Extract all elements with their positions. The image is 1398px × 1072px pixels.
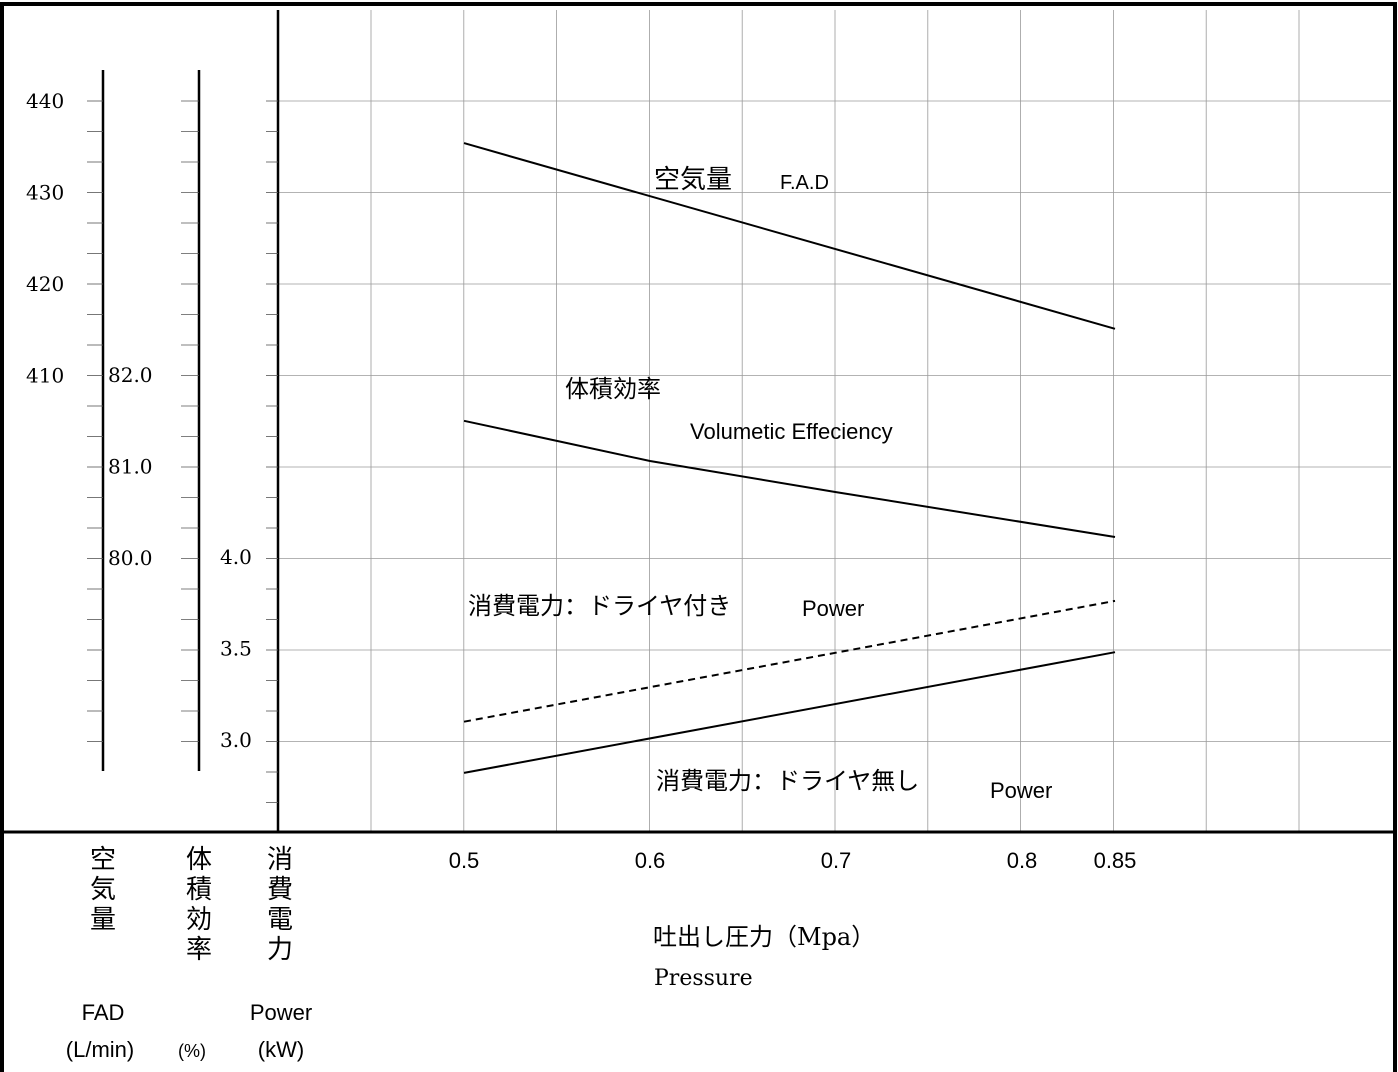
power-axis-title-char: 費 [267, 875, 293, 905]
vol-tick-label: 80.0 [108, 546, 153, 570]
x-tick-label: 0.6 [635, 848, 666, 873]
vol-axis-title-char: 効 [186, 905, 212, 935]
series-line-4 [463, 651, 1116, 774]
vol-series-label-ja: 体積効率 [565, 375, 661, 403]
power-axis-title-char: 消 [267, 845, 293, 875]
x-tick-label: 0.7 [821, 848, 852, 873]
fad-axis-title-en: FAD [82, 1000, 125, 1025]
fad-tick-label: 440 [26, 89, 64, 113]
fad-axis-title-char: 気 [90, 875, 116, 905]
power-nodryer-label-en: Power [990, 778, 1052, 803]
x-axis-label-ja: 吐出し圧力（Mpa） [653, 923, 875, 951]
fad-series-label-ja: 空気量 [654, 165, 732, 195]
vol-series-label-en: Volumetic Effeciency [690, 419, 893, 444]
series-lines [463, 142, 1116, 774]
x-tick-label: 0.8 [1007, 848, 1038, 873]
vol-axis-title-char: 積 [186, 875, 212, 905]
vertical-scales: 440 430 420 410 82.0 81.0 80.0 4.0 3.5 3.0 [26, 70, 278, 803]
fad-tick-label: 420 [26, 272, 64, 296]
power-axis-title-en: Power [250, 1000, 312, 1025]
fad-tick-label: 430 [26, 181, 64, 205]
power-dryer-label-en: Power [802, 596, 864, 621]
power-tick-label: 4.0 [220, 545, 252, 569]
power-axis-unit: (kW) [258, 1037, 304, 1062]
fad-axis-title-char: 空 [90, 845, 116, 875]
vol-tick-label: 82.0 [108, 363, 153, 387]
series-line-2 [463, 419, 1116, 538]
series-line-3 [463, 599, 1116, 723]
x-tick-label: 0.85 [1094, 848, 1137, 873]
vol-axis-title-char: 率 [186, 935, 212, 965]
power-tick-label: 3.0 [220, 728, 252, 752]
chart-labels: 空気量 F.A.D 体積効率 Volumetic Effeciency 消費電力：ドライ… [66, 165, 1137, 1062]
power-axis-title-char: 力 [267, 935, 293, 965]
grid [278, 10, 1391, 834]
power-axis-title-char: 電 [267, 905, 293, 935]
vol-axis-title-char: 体 [186, 845, 212, 875]
series-line-1 [463, 142, 1116, 330]
power-tick-label: 3.5 [220, 637, 252, 661]
vol-axis-unit: (%) [178, 1041, 206, 1061]
fad-axis-unit: (L/min) [66, 1037, 134, 1062]
fad-tick-label: 410 [26, 364, 64, 388]
power-dryer-label-ja: 消費電力：ドライヤ付き [468, 592, 731, 620]
vol-tick-label: 81.0 [108, 455, 153, 479]
x-tick-label: 0.5 [449, 848, 480, 873]
fad-axis-title-char: 量 [90, 905, 116, 935]
fad-series-label-en: F.A.D [780, 172, 829, 194]
x-axis-label-en: Pressure [654, 966, 753, 991]
power-nodryer-label-ja: 消費電力：ドライヤ無し [656, 767, 919, 795]
